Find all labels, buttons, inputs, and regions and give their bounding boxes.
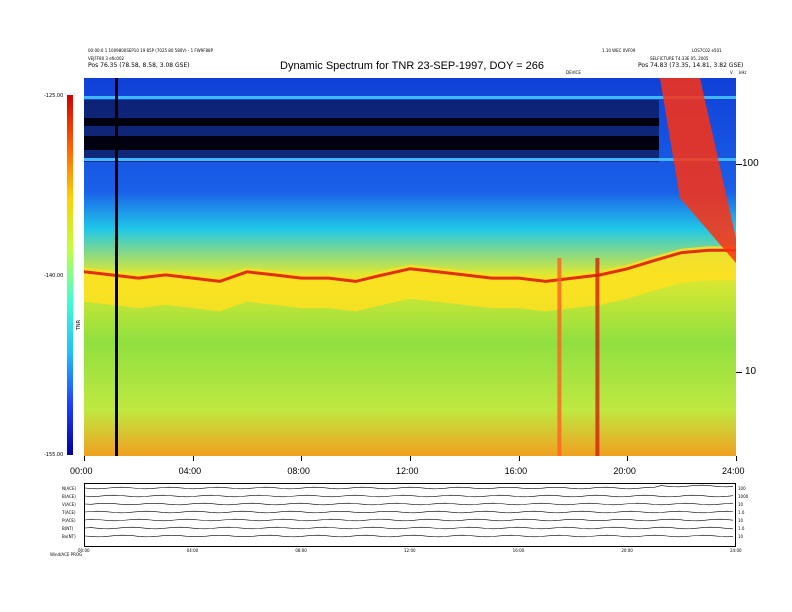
y-tick-mark-10 bbox=[736, 372, 742, 373]
unit-corner-label: kHz bbox=[739, 70, 747, 75]
x-tick-label: 00:00 bbox=[70, 466, 93, 476]
colorbar-label-bottom: -155.00 bbox=[44, 452, 64, 458]
colorbar-side-label: TNR bbox=[76, 319, 83, 331]
colorbar-label-top: -125.00 bbox=[44, 93, 64, 99]
x-tick-label: 12:00 bbox=[396, 466, 419, 476]
panel-svg bbox=[85, 484, 734, 538]
panel-right-label: 1.0 bbox=[738, 510, 745, 515]
x-tick-label: 04:00 bbox=[178, 466, 202, 476]
pos-label-right: Pos bbox=[638, 62, 649, 69]
pos-value-left: 76.35 (78.58, 8.58, 3.08 GSE) bbox=[100, 62, 190, 69]
panel-trace bbox=[85, 518, 734, 522]
v-corner-label: V bbox=[730, 70, 733, 75]
chart-title: Dynamic Spectrum for TNR 23-SEP-1997, DO… bbox=[280, 60, 545, 72]
interference-band bbox=[84, 100, 659, 162]
x-tick-mark bbox=[627, 456, 629, 461]
header-left-position: Pos 76.35 (78.58, 8.58, 3.08 GSE) bbox=[88, 62, 190, 69]
interference-stripe-1 bbox=[84, 118, 659, 126]
colorbar-label-mid: -140.00 bbox=[44, 273, 64, 279]
panel-trace bbox=[85, 526, 734, 530]
y-tick-label-100: 100 bbox=[742, 158, 759, 169]
panel-row-label: B(ACE) bbox=[62, 494, 76, 499]
radio-burst bbox=[659, 78, 736, 263]
header-right-position: Pos 74.83 (73.35, 14.81, 3.82 GSE) bbox=[638, 62, 743, 69]
burst-mark bbox=[557, 258, 562, 456]
panel-row-label: V(ACE) bbox=[62, 502, 76, 507]
header-right-meta-line1: LOS7C02 e501 bbox=[692, 48, 722, 53]
panel-trace bbox=[85, 502, 734, 506]
data-gap-line bbox=[115, 78, 118, 456]
x-tick-label: 24:00 bbox=[722, 466, 745, 476]
header-meta-line1: 00:00:0 1 1009800SEP10 19 85P (7025 80 5… bbox=[88, 48, 214, 53]
spectrogram-plot bbox=[84, 78, 736, 456]
header-right-meta-line2: SELFICTURE T4.33E 05, 2005 bbox=[650, 56, 709, 61]
panel-right-label: 10 bbox=[738, 534, 744, 539]
pos-label-left: Pos bbox=[88, 62, 99, 69]
panel-right-label: 1.0 bbox=[738, 526, 745, 531]
panel-x-tick-label: 16:00 bbox=[512, 548, 525, 553]
header-meta-line2: VEJFF80 3 efic002 bbox=[88, 56, 125, 61]
plasma-line bbox=[84, 248, 736, 283]
bright-line-2 bbox=[84, 158, 736, 161]
panel-row-label: Bx(NT) bbox=[62, 534, 76, 539]
x-tick-mark bbox=[410, 456, 411, 461]
footer-label: Wind/ACE PROG bbox=[50, 552, 83, 557]
panel-trace bbox=[85, 510, 734, 514]
panel-row-label: P(ACE) bbox=[62, 518, 76, 523]
panel-x-tick-label: 20:00 bbox=[621, 548, 633, 553]
panel-row-label: N(ACE) bbox=[62, 486, 77, 491]
panel-x-tick-label: 04:00 bbox=[186, 548, 199, 553]
x-tick-mark bbox=[736, 456, 737, 461]
panel-trace bbox=[85, 484, 734, 490]
panel-x-tick-label: 08:00 bbox=[295, 548, 307, 553]
spectrogram-svg bbox=[84, 78, 736, 456]
panel-right-label: 10 bbox=[738, 518, 744, 523]
panel-right-label: 100 bbox=[738, 486, 746, 491]
y-tick-label-10: 10 bbox=[745, 366, 757, 377]
x-tick-mark bbox=[84, 456, 85, 461]
bright-line-1 bbox=[84, 96, 736, 99]
x-tick-mark bbox=[192, 456, 194, 461]
panel-row-label: T(ACE) bbox=[62, 510, 76, 515]
panel-right-label: 10 bbox=[738, 502, 744, 507]
panel-trace bbox=[85, 534, 734, 538]
panel-right-label: 1000 bbox=[738, 494, 749, 499]
burst-mark bbox=[595, 258, 600, 456]
header-center-meta: 1.10 WEC 0VF09 bbox=[602, 48, 636, 53]
pos-value-right: 74.83 (73.35, 14.81, 3.82 GSE) bbox=[650, 62, 744, 69]
panel-x-tick-label: 00:00 bbox=[78, 548, 90, 553]
x-tick-label: 08:00 bbox=[287, 466, 310, 476]
bottom-panels-frame bbox=[84, 483, 736, 547]
interference-stripe-2 bbox=[84, 136, 659, 150]
x-tick-mark bbox=[301, 456, 303, 461]
x-tick-label: 16:00 bbox=[504, 466, 528, 476]
panel-trace bbox=[85, 494, 734, 498]
y-tick-mark-100 bbox=[736, 164, 742, 165]
device-label: DEVICE bbox=[566, 70, 581, 75]
x-tick-label: 20:00 bbox=[613, 466, 636, 476]
panel-x-tick-label: 24:00 bbox=[730, 548, 742, 553]
plasma-band bbox=[84, 246, 736, 312]
x-tick-mark bbox=[518, 456, 520, 461]
panel-row-label: B(NT) bbox=[62, 526, 74, 531]
colorbar bbox=[67, 95, 73, 455]
panel-x-tick-label: 12:00 bbox=[404, 548, 416, 553]
